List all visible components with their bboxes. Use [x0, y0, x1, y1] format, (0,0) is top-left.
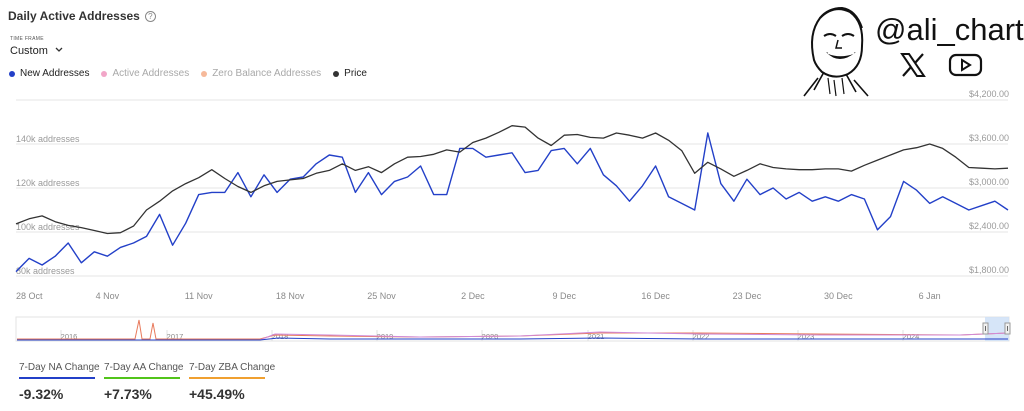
legend-label: New Addresses	[20, 68, 90, 79]
x-tick-label: 6 Jan	[919, 291, 941, 301]
navigator-frame	[15, 316, 1010, 342]
y-axis-left: 80k addresses 100k addresses 120k addresse…	[16, 134, 80, 276]
x-tick-label: 30 Dec	[824, 291, 853, 301]
brand-handle: @ali_charts	[875, 12, 1024, 47]
timeframe-label: TIME FRAME	[10, 36, 44, 42]
y-left-tick-label: 120k addresses	[16, 178, 80, 188]
help-circle-icon[interactable]: ?	[144, 11, 156, 22]
stat-value: -9.32%	[19, 386, 64, 402]
x-axis: 28 Oct 4 Nov 11 Nov 18 Nov 25 Nov 2 Dec 9 Dec 1…	[16, 291, 941, 301]
navigator-year-label: 2018	[272, 332, 289, 341]
main-chart[interactable]: 80k addresses 100k addresses 120k addresse…	[0, 90, 1024, 305]
stat-label: 7-Day NA Change	[19, 362, 100, 379]
timeframe-select[interactable]: Custom	[10, 45, 63, 57]
stat-zba-change: 7-Day ZBA Change +45.49%	[189, 362, 275, 402]
stats-row: 7-Day NA Change -9.32% 7-Day AA Change +…	[19, 362, 275, 402]
x-tick-label: 4 Nov	[96, 291, 120, 301]
legend-item-new-addresses[interactable]: New Addresses	[9, 68, 89, 79]
brand-watermark: @ali_charts	[782, 0, 1024, 100]
chart-legend: New Addresses Active Addresses Zero Bala…	[9, 68, 367, 79]
navigator-na-line	[17, 337, 1008, 341]
stat-value: +7.73%	[104, 386, 152, 402]
y-left-tick-label: 100k addresses	[16, 222, 80, 232]
legend-item-zero-balance-addresses[interactable]: Zero Balance Addresses	[201, 68, 321, 79]
stat-na-change: 7-Day NA Change -9.32%	[19, 362, 100, 402]
youtube-icon[interactable]	[948, 52, 984, 78]
timeframe-value: Custom	[10, 45, 48, 57]
navigator-year-label: 2024	[903, 332, 920, 341]
chart-grid	[16, 99, 1008, 277]
x-tick-label: 25 Nov	[367, 291, 396, 301]
range-navigator[interactable]: 2016 2017 2018 2019 2020 2021 2022 2023 2024	[0, 314, 1024, 348]
x-tick-label: 23 Dec	[733, 291, 762, 301]
legend-dot	[9, 70, 15, 77]
legend-item-price[interactable]: Price	[333, 68, 367, 79]
y-right-tick-label: $3,000.00	[969, 177, 1009, 187]
legend-dot	[333, 70, 340, 77]
stat-label: 7-Day AA Change	[104, 362, 184, 379]
stat-aa-change: 7-Day AA Change +7.73%	[104, 362, 184, 402]
series-layer	[15, 125, 1009, 273]
legend-label: Active Addresses	[112, 68, 190, 79]
series-line-price	[15, 125, 1009, 235]
navigator-year-label: 2023	[798, 332, 815, 341]
chart-title-text: Daily Active Addresses	[8, 9, 140, 23]
x-tick-label: 9 Dec	[552, 291, 576, 301]
chart-title: Daily Active Addresses?	[8, 9, 156, 23]
y-left-tick-label: 80k addresses	[16, 266, 75, 276]
x-tick-label: 28 Oct	[16, 291, 43, 301]
legend-dot	[101, 70, 108, 77]
navigator-year-label: 2016	[61, 332, 78, 341]
x-tick-label: 11 Nov	[185, 291, 213, 301]
face-drawing-icon	[803, 6, 869, 97]
legend-label: Price	[344, 68, 367, 79]
y-right-tick-label: $3,600.00	[969, 133, 1009, 143]
navigator-zba-line	[17, 319, 1009, 340]
y-right-tick-label: $2,400.00	[969, 221, 1009, 231]
legend-dot	[201, 70, 208, 77]
navigator-year-label: 2021	[588, 332, 605, 341]
legend-label: Zero Balance Addresses	[212, 68, 322, 79]
x-logo-icon[interactable]	[899, 52, 927, 78]
range-handle-icon[interactable]	[982, 322, 1011, 335]
x-tick-label: 18 Nov	[276, 291, 305, 301]
y-right-tick-label: $4,200.00	[969, 90, 1009, 99]
chevron-down-icon	[55, 47, 63, 52]
y-right-tick-label: $1,800.00	[969, 265, 1009, 275]
series-line-new-addresses	[15, 132, 1009, 273]
legend-item-active-addresses[interactable]: Active Addresses	[101, 68, 189, 79]
x-tick-label: 16 Dec	[641, 291, 670, 301]
x-tick-label: 2 Dec	[461, 291, 485, 301]
y-left-tick-label: 140k addresses	[16, 134, 80, 144]
stat-label: 7-Day ZBA Change	[189, 362, 275, 379]
navigator-year-label: 2017	[167, 332, 184, 341]
stat-value: +45.49%	[189, 386, 245, 402]
navigator-year-label: 2022	[693, 332, 710, 341]
y-axis-right: $1,800.00 $2,400.00 $3,000.00 $3,600.00 $4,2…	[969, 90, 1009, 275]
navigator-aa-line	[17, 331, 1009, 341]
